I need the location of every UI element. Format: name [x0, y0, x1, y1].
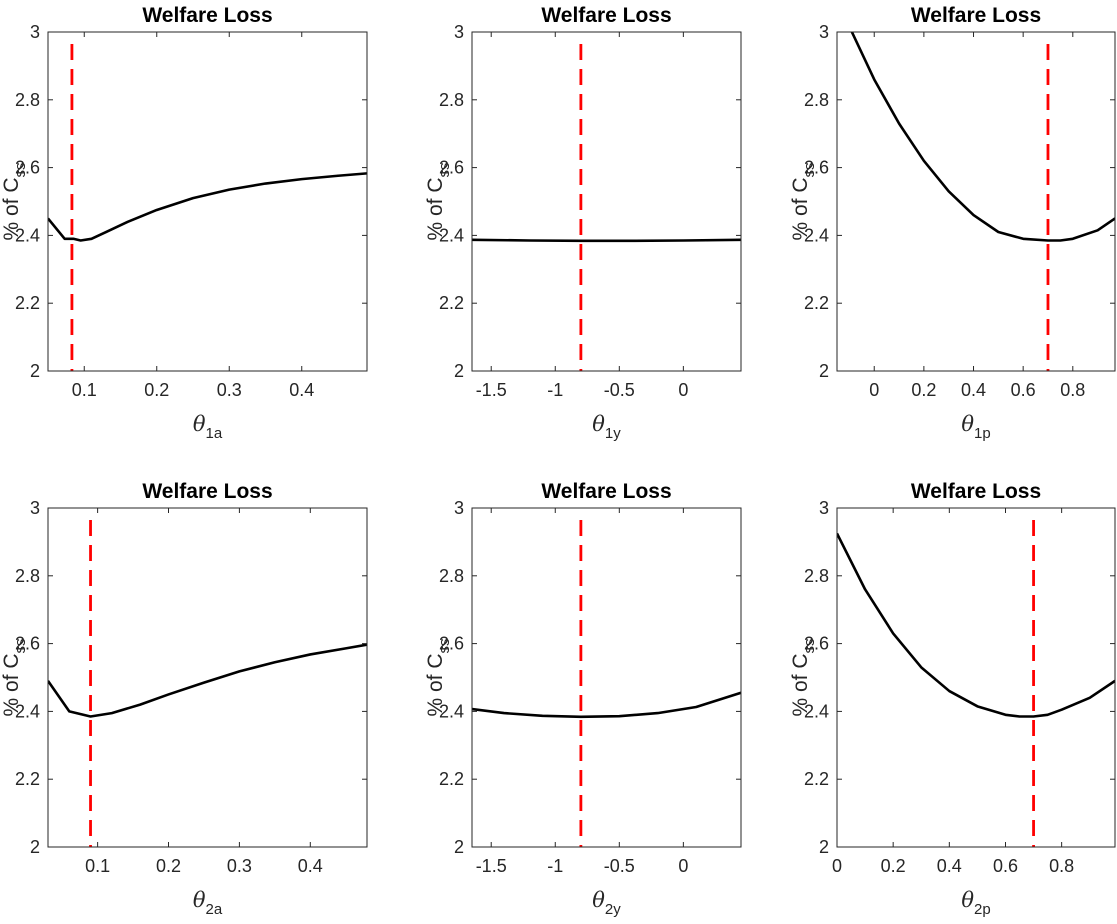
- x-tick-label: 0.3: [217, 380, 242, 400]
- x-tick-label: 0.2: [881, 856, 906, 876]
- y-axis-label: % of Css: [424, 638, 453, 716]
- x-tick-label: -0.5: [604, 856, 635, 876]
- y-tick-label: 2.4: [15, 701, 40, 721]
- y-tick-label: 2.2: [804, 293, 829, 313]
- x-tick-label: 0.3: [227, 856, 252, 876]
- welfare-loss-curve: [472, 691, 741, 719]
- y-tick-label: 2.8: [439, 90, 464, 110]
- y-tick-label: 2: [30, 837, 40, 857]
- x-axis-label: θ2p: [961, 888, 990, 918]
- x-tick-label: 0: [869, 380, 879, 400]
- y-axis-label: % of Css: [424, 162, 453, 240]
- x-tick-label: 0.8: [1049, 856, 1074, 876]
- y-tick-label: 2.6: [804, 634, 829, 654]
- y-tick-label: 3: [819, 22, 829, 42]
- x-tick-label: 0.4: [961, 380, 986, 400]
- welfare-loss-curve: [48, 172, 367, 242]
- y-tick-label: 2: [819, 361, 829, 381]
- x-tick-label: 0: [678, 380, 688, 400]
- welfare-loss-curve: [850, 32, 1115, 242]
- axes-box: [47, 507, 368, 848]
- y-tick-label: 3: [454, 498, 464, 518]
- subplot-title: Welfare Loss: [911, 4, 1041, 27]
- x-axis-label: θ1a: [193, 412, 223, 442]
- x-tick-label: 0.6: [1011, 380, 1036, 400]
- axes-box: [471, 507, 742, 848]
- x-tick-label: 0: [832, 856, 842, 876]
- y-tick-label: 3: [819, 498, 829, 518]
- y-tick-label: 2.2: [15, 769, 40, 789]
- y-tick-label: 2.8: [804, 90, 829, 110]
- subplot-title: Welfare Loss: [142, 480, 272, 503]
- x-tick-label: -1: [547, 856, 563, 876]
- y-tick-label: 3: [30, 498, 40, 518]
- y-tick-label: 3: [30, 22, 40, 42]
- axes-box: [471, 31, 742, 372]
- x-tick-label: 0.4: [937, 856, 962, 876]
- y-axis-label: % of Css: [789, 638, 818, 716]
- y-tick-label: 2.4: [15, 225, 40, 245]
- x-tick-label: -1.5: [476, 856, 507, 876]
- axes-box: [47, 31, 368, 372]
- subplot-title: Welfare Loss: [142, 4, 272, 27]
- subplot-1: 2 2.2 2.4 2.6 2.8 3 0.1 0.2 0.3 0.4 Welfare Loss θ1…: [0, 4, 368, 442]
- x-tick-label: -1: [547, 380, 563, 400]
- welfare-loss-curve: [472, 238, 741, 243]
- subplot-title: Welfare Loss: [911, 480, 1041, 503]
- x-tick-label: 0.2: [911, 380, 936, 400]
- y-tick-label: 2.2: [804, 769, 829, 789]
- y-axis-label: % of Css: [0, 162, 29, 240]
- y-tick-label: 2.6: [439, 634, 464, 654]
- x-tick-label: 0.2: [156, 856, 181, 876]
- x-axis-label: θ2y: [592, 888, 621, 918]
- y-tick-label: 2: [30, 361, 40, 381]
- y-tick-label: 2.4: [804, 225, 829, 245]
- y-tick-label: 2.8: [15, 566, 40, 586]
- y-tick-label: 3: [454, 22, 464, 42]
- x-axis-label: θ1p: [961, 412, 990, 442]
- subplot-2: 2 2.2 2.4 2.6 2.8 3 -1.5 -1 -0.5 0 Welfare Loss θ1y…: [424, 4, 742, 442]
- x-axis-label: θ2a: [193, 888, 223, 918]
- axes-box: [836, 31, 1116, 372]
- y-axis-label: % of Css: [789, 162, 818, 240]
- y-tick-label: 2: [454, 361, 464, 381]
- welfare-loss-curve: [48, 643, 367, 718]
- y-tick-label: 2.4: [439, 225, 464, 245]
- y-tick-label: 2.8: [15, 90, 40, 110]
- y-tick-label: 2: [454, 837, 464, 857]
- subplot-title: Welfare Loss: [541, 480, 671, 503]
- x-tick-label: -0.5: [604, 380, 635, 400]
- y-tick-label: 2.2: [439, 293, 464, 313]
- y-tick-label: 2.8: [804, 566, 829, 586]
- x-tick-label: 0.2: [144, 380, 169, 400]
- y-tick-label: 2.6: [15, 634, 40, 654]
- y-tick-label: 2.2: [439, 769, 464, 789]
- y-tick-label: 2: [819, 837, 829, 857]
- axes-box: [836, 507, 1116, 848]
- x-tick-label: 0.4: [298, 856, 323, 876]
- y-tick-label: 2.8: [439, 566, 464, 586]
- y-tick-label: 2.4: [804, 701, 829, 721]
- subplot-6: 2 2.2 2.4 2.6 2.8 3 0 0.2 0.4 0.6 0.8 Welfare Loss θ…: [789, 480, 1116, 918]
- x-tick-label: 0.1: [85, 856, 110, 876]
- y-tick-label: 2.6: [439, 158, 464, 178]
- x-tick-label: 0.4: [289, 380, 314, 400]
- x-tick-label: -1.5: [476, 380, 507, 400]
- y-tick-label: 2.2: [15, 293, 40, 313]
- x-tick-label: 0.8: [1060, 380, 1085, 400]
- x-tick-label: 0.1: [72, 380, 97, 400]
- x-tick-label: 0.6: [993, 856, 1018, 876]
- subplot-3: 2 2.2 2.4 2.6 2.8 3 0 0.2 0.4 0.6 0.8 Welfare Loss θ…: [789, 4, 1116, 442]
- subplot-4: 2 2.2 2.4 2.6 2.8 3 0.1 0.2 0.3 0.4 Welfare Loss θ2…: [0, 480, 368, 918]
- subplot-5: 2 2.2 2.4 2.6 2.8 3 -1.5 -1 -0.5 0 Welfare Loss θ2y…: [424, 480, 742, 918]
- y-tick-label: 2.6: [15, 158, 40, 178]
- x-axis-label: θ1y: [592, 412, 621, 442]
- y-axis-label: % of Css: [0, 638, 29, 716]
- x-tick-label: 0: [678, 856, 688, 876]
- y-tick-label: 2.6: [804, 158, 829, 178]
- welfare-loss-curve: [837, 532, 1115, 718]
- subplot-title: Welfare Loss: [541, 4, 671, 27]
- y-tick-label: 2.4: [439, 701, 464, 721]
